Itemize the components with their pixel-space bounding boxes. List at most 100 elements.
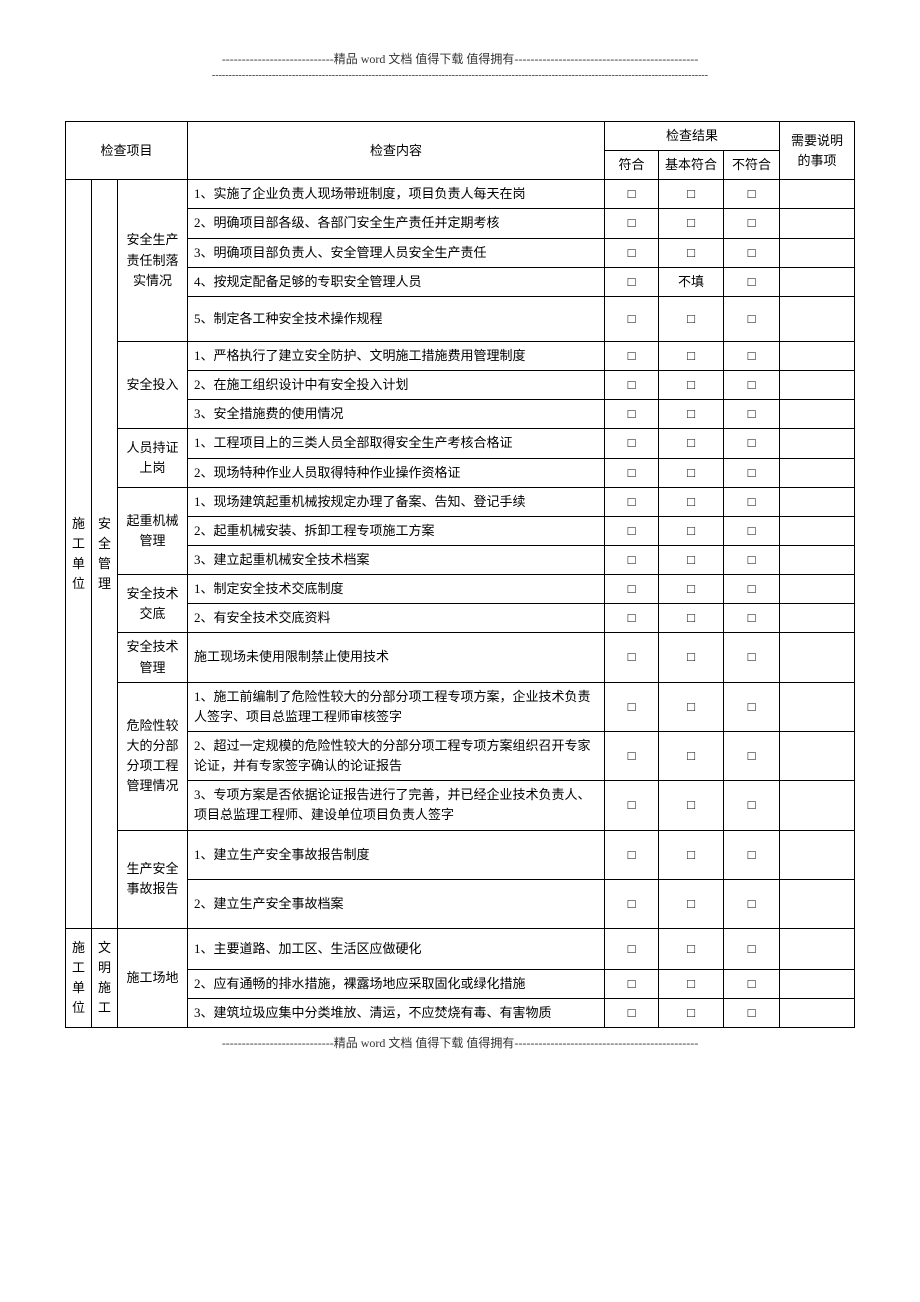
table-row: 生产安全事故报告 1、建立生产安全事故报告制度 □ □ □ bbox=[66, 830, 855, 879]
note-cell bbox=[780, 267, 855, 296]
content-cell: 1、施工前编制了危险性较大的分部分项工程专项方案，企业技术负责人签字、项目总监理… bbox=[188, 682, 605, 731]
checkbox-icon: □ bbox=[659, 458, 724, 487]
checkbox-icon: □ bbox=[724, 633, 780, 682]
note-cell bbox=[780, 830, 855, 879]
checkbox-icon: □ bbox=[659, 545, 724, 574]
cat-cell: 危险性较大的分部分项工程管理情况 bbox=[118, 682, 188, 830]
checkbox-icon: □ bbox=[724, 487, 780, 516]
checkbox-icon: □ bbox=[605, 633, 659, 682]
note-cell bbox=[780, 545, 855, 574]
content-cell: 2、起重机械安装、拆卸工程专项施工方案 bbox=[188, 516, 605, 545]
cat-cell: 人员持证上岗 bbox=[118, 429, 188, 487]
cat-cell: 安全投入 bbox=[118, 341, 188, 428]
checkbox-icon: □ bbox=[724, 575, 780, 604]
content-cell: 5、制定各工种安全技术操作规程 bbox=[188, 296, 605, 341]
checkbox-icon: □ bbox=[659, 830, 724, 879]
note-cell bbox=[780, 682, 855, 731]
checkbox-icon: □ bbox=[659, 516, 724, 545]
th-bad: 不符合 bbox=[724, 151, 780, 180]
checkbox-icon: □ bbox=[605, 604, 659, 633]
checkbox-icon: □ bbox=[605, 731, 659, 780]
checkbox-icon: □ bbox=[659, 209, 724, 238]
checkbox-icon: □ bbox=[659, 429, 724, 458]
checkbox-icon: □ bbox=[605, 545, 659, 574]
checkbox-icon: □ bbox=[605, 575, 659, 604]
note-cell bbox=[780, 604, 855, 633]
checkbox-icon: □ bbox=[659, 731, 724, 780]
table-row: 安全投入 1、严格执行了建立安全防护、文明施工措施费用管理制度 □ □ □ bbox=[66, 341, 855, 370]
note-cell bbox=[780, 969, 855, 998]
checkbox-icon: □ bbox=[605, 516, 659, 545]
checkbox-icon: □ bbox=[724, 209, 780, 238]
checkbox-icon: □ bbox=[724, 830, 780, 879]
checkbox-icon: □ bbox=[605, 830, 659, 879]
checkbox-icon: □ bbox=[605, 879, 659, 928]
table-row: 安全技术管理 施工现场未使用限制禁止使用技术 □ □ □ bbox=[66, 633, 855, 682]
checkbox-icon: □ bbox=[724, 371, 780, 400]
checkbox-icon: □ bbox=[724, 879, 780, 928]
note-cell bbox=[780, 458, 855, 487]
checkbox-icon: □ bbox=[605, 487, 659, 516]
header-top: ----------------------------精品 word 文档 值… bbox=[65, 50, 855, 67]
note-cell bbox=[780, 928, 855, 969]
checkbox-icon: □ bbox=[724, 296, 780, 341]
note-cell bbox=[780, 731, 855, 780]
content-cell: 3、明确项目部负责人、安全管理人员安全生产责任 bbox=[188, 238, 605, 267]
checkbox-icon: □ bbox=[605, 682, 659, 731]
content-cell: 2、明确项目部各级、各部门安全生产责任并定期考核 bbox=[188, 209, 605, 238]
table-row: 施工单位 安全管理 安全生产责任制落实情况 1、实施了企业负责人现场带班制度，项… bbox=[66, 180, 855, 209]
th-result: 检查结果 bbox=[605, 122, 780, 151]
checkbox-icon: □ bbox=[659, 371, 724, 400]
checkbox-icon: □ bbox=[659, 879, 724, 928]
checkbox-icon: □ bbox=[724, 781, 780, 830]
checkbox-icon: □ bbox=[659, 999, 724, 1028]
content-cell: 1、主要道路、加工区、生活区应做硬化 bbox=[188, 928, 605, 969]
checkbox-icon: □ bbox=[724, 341, 780, 370]
content-cell: 3、安全措施费的使用情况 bbox=[188, 400, 605, 429]
checkbox-icon: □ bbox=[659, 238, 724, 267]
checkbox-icon: □ bbox=[724, 969, 780, 998]
content-cell: 3、建筑垃圾应集中分类堆放、清运，不应焚烧有毒、有害物质 bbox=[188, 999, 605, 1028]
checkbox-icon: □ bbox=[659, 928, 724, 969]
org-cell: 施工单位 bbox=[66, 928, 92, 1027]
cat-cell: 起重机械管理 bbox=[118, 487, 188, 574]
checkbox-icon: □ bbox=[605, 371, 659, 400]
note-cell bbox=[780, 487, 855, 516]
th-partial: 基本符合 bbox=[659, 151, 724, 180]
content-cell: 2、应有通畅的排水措施，裸露场地应采取固化或绿化措施 bbox=[188, 969, 605, 998]
content-cell: 1、现场建筑起重机械按规定办理了备案、告知、登记手续 bbox=[188, 487, 605, 516]
checkbox-icon: □ bbox=[724, 999, 780, 1028]
note-cell bbox=[780, 180, 855, 209]
content-cell: 2、有安全技术交底资料 bbox=[188, 604, 605, 633]
group-cell: 安全管理 bbox=[92, 180, 118, 929]
checkbox-icon: □ bbox=[605, 267, 659, 296]
checkbox-icon: □ bbox=[605, 296, 659, 341]
note-cell bbox=[780, 781, 855, 830]
note-cell bbox=[780, 400, 855, 429]
content-cell: 3、专项方案是否依据论证报告进行了完善，并已经企业技术负责人、项目总监理工程师、… bbox=[188, 781, 605, 830]
checkbox-icon: □ bbox=[659, 969, 724, 998]
cat-cell: 安全技术交底 bbox=[118, 575, 188, 633]
checkbox-icon: □ bbox=[659, 341, 724, 370]
content-cell: 4、按规定配备足够的专职安全管理人员 bbox=[188, 267, 605, 296]
checkbox-icon: □ bbox=[659, 180, 724, 209]
content-cell: 1、实施了企业负责人现场带班制度，项目负责人每天在岗 bbox=[188, 180, 605, 209]
content-cell: 2、超过一定规模的危险性较大的分部分项工程专项方案组织召开专家论证，并有专家签字… bbox=[188, 731, 605, 780]
table-row: 安全技术交底 1、制定安全技术交底制度 □ □ □ bbox=[66, 575, 855, 604]
table-row: 施工单位 文明施工 施工场地 1、主要道路、加工区、生活区应做硬化 □ □ □ bbox=[66, 928, 855, 969]
checkbox-icon: □ bbox=[724, 682, 780, 731]
checkbox-icon: □ bbox=[605, 928, 659, 969]
content-cell: 1、建立生产安全事故报告制度 bbox=[188, 830, 605, 879]
checkbox-icon: □ bbox=[605, 781, 659, 830]
checkbox-icon: □ bbox=[659, 781, 724, 830]
text-cell: 不填 bbox=[659, 267, 724, 296]
table-header-row: 检查项目 检查内容 检查结果 需要说明的事项 bbox=[66, 122, 855, 151]
checkbox-icon: □ bbox=[605, 969, 659, 998]
checkbox-icon: □ bbox=[605, 999, 659, 1028]
checkbox-icon: □ bbox=[659, 682, 724, 731]
cat-cell: 安全技术管理 bbox=[118, 633, 188, 682]
cat-cell: 生产安全事故报告 bbox=[118, 830, 188, 928]
th-note: 需要说明的事项 bbox=[780, 122, 855, 180]
cat-cell: 安全生产责任制落实情况 bbox=[118, 180, 188, 342]
checkbox-icon: □ bbox=[659, 633, 724, 682]
